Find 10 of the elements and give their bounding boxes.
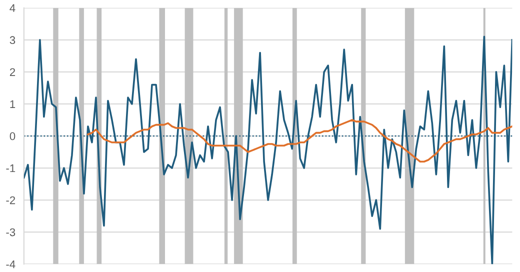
y-tick-label: -2 [6, 196, 16, 204]
y-tick-label: 3 [10, 36, 16, 44]
y-tick-label: -3 [6, 228, 16, 236]
y-tick-label: 2 [10, 68, 16, 76]
y-tick-label: 0 [10, 132, 16, 140]
y-tick-label: -1 [6, 164, 16, 172]
y-tick-label: 1 [10, 100, 16, 108]
y-tick-label: -4 [6, 260, 16, 268]
line-series [87, 119, 512, 163]
y-tick-label: 4 [10, 4, 16, 12]
